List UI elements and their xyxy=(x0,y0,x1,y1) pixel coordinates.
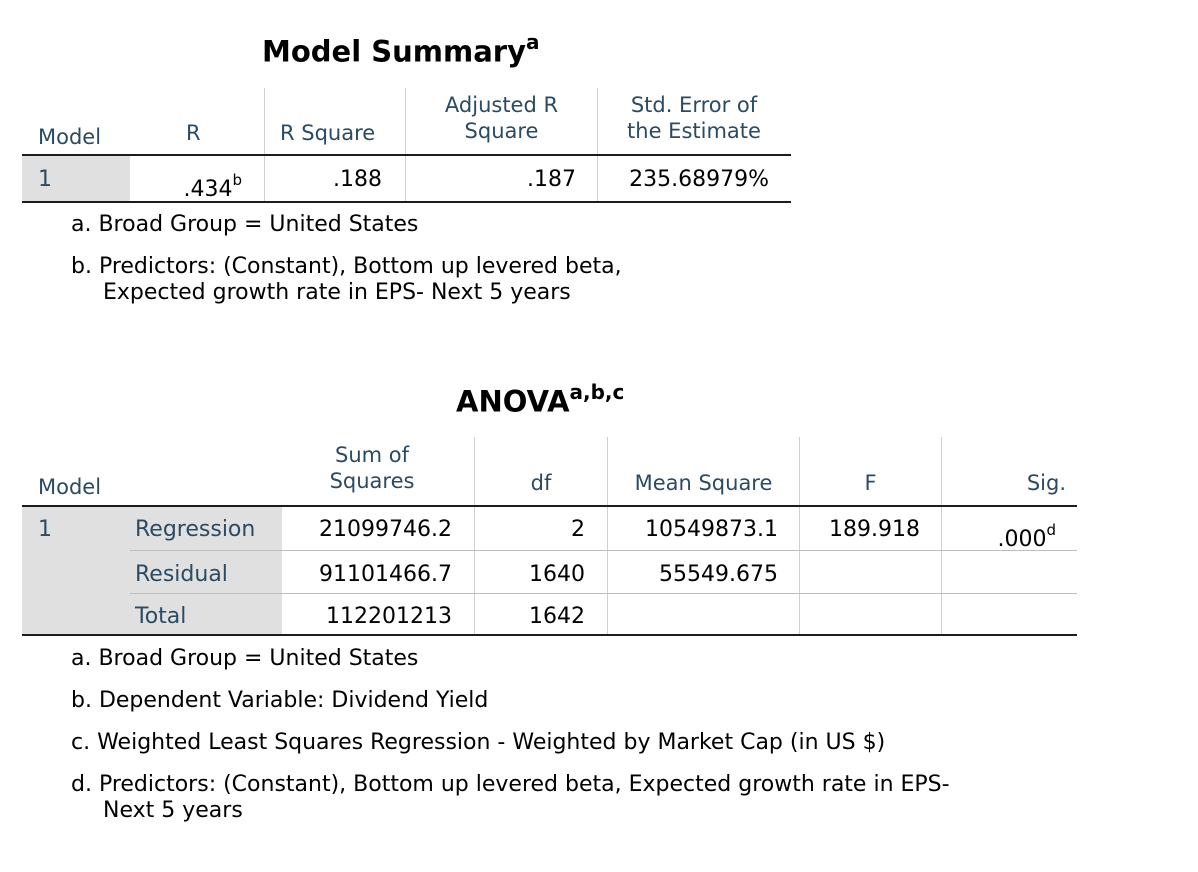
ms-header-divider xyxy=(264,88,265,154)
anova-footnote-c: c. Weighted Least Squares Regression - W… xyxy=(71,730,886,755)
ms-header-std-error-l2: the Estimate xyxy=(627,119,761,143)
anova-cell-df-regression: 2 xyxy=(571,517,585,542)
anova-cell-ms-residual: 55549.675 xyxy=(659,562,778,587)
anova-header-df: df xyxy=(530,471,552,495)
ms-header-std-error: Std. Error of the Estimate xyxy=(598,92,790,144)
anova-header-sig: Sig. xyxy=(1026,471,1066,495)
anova-model-cell-bg xyxy=(22,507,282,634)
anova-row-label-total: Total xyxy=(135,604,187,629)
ms-footnote-b-line2: Expected growth rate in EPS- Next 5 year… xyxy=(103,280,571,305)
anova-model-number: 1 xyxy=(38,517,52,542)
ms-header-adj-r-square-l2: Square xyxy=(464,119,539,143)
ms-header-r-square: R Square xyxy=(280,121,376,145)
anova-row-divider xyxy=(941,507,942,634)
ms-row-divider xyxy=(405,156,406,201)
anova-row-divider xyxy=(474,507,475,634)
ms-row-divider xyxy=(264,156,265,201)
anova-row-divider xyxy=(607,507,608,634)
anova-cell-ss-total: 112201213 xyxy=(326,604,452,629)
anova-header-divider xyxy=(941,437,942,505)
ms-cell-adj-r-square: .187 xyxy=(527,167,576,192)
ms-cell-r-value: .434 xyxy=(183,177,233,202)
anova-header-f: F xyxy=(864,471,877,495)
anova-cell-df-total: 1642 xyxy=(529,604,585,629)
ms-cell-r: .434b xyxy=(130,167,242,203)
anova-cell-ms-regression: 10549873.1 xyxy=(645,517,778,542)
anova-footnote-d-line1: d. Predictors: (Constant), Bottom up lev… xyxy=(71,772,950,797)
anova-row-separator xyxy=(130,593,1077,594)
anova-cell-sig-sup: d xyxy=(1046,521,1056,539)
ms-header-rule xyxy=(22,154,791,156)
anova-header-sum-of-squares: Sum of Squares xyxy=(282,442,462,494)
anova-header-ss-l1: Sum of xyxy=(334,443,409,467)
ms-header-adj-r-square: Adjusted R Square xyxy=(406,92,597,144)
ms-row-divider xyxy=(597,156,598,201)
anova-header-mean-square: Mean Square xyxy=(634,471,773,495)
anova-row-separator xyxy=(130,550,1077,551)
ms-header-adj-r-square-l1: Adjusted R xyxy=(444,93,559,117)
anova-header-rule xyxy=(22,505,1077,507)
anova-row-divider xyxy=(799,507,800,634)
anova-header-divider xyxy=(799,437,800,505)
anova-header-model: Model xyxy=(38,475,102,499)
anova-row-label-regression: Regression xyxy=(135,517,256,542)
anova-header-ss-l2: Squares xyxy=(329,469,415,493)
anova-title: ANOVAa,b,c xyxy=(456,380,625,419)
anova-header-divider xyxy=(607,437,608,505)
anova-cell-df-residual: 1640 xyxy=(529,562,585,587)
ms-header-model: Model xyxy=(38,125,102,149)
model-summary-title-sup: a xyxy=(526,30,540,54)
anova-footnote-d-line2: Next 5 years xyxy=(103,798,243,823)
ms-header-r: R xyxy=(186,121,201,145)
ms-cell-r-square: .188 xyxy=(333,167,382,192)
model-summary-title: Model Summarya xyxy=(262,30,540,69)
anova-title-sup: a,b,c xyxy=(569,380,625,404)
ms-model-number: 1 xyxy=(38,167,52,192)
ms-footnote-a: a. Broad Group = United States xyxy=(71,212,419,237)
anova-cell-f-regression: 189.918 xyxy=(829,517,920,542)
ms-model-cell-bg xyxy=(22,156,130,201)
model-summary-title-text: Model Summary xyxy=(262,34,526,69)
ms-header-std-error-l1: Std. Error of xyxy=(630,93,758,117)
ms-header-divider xyxy=(405,88,406,154)
anova-title-text: ANOVA xyxy=(456,384,570,419)
anova-header-divider xyxy=(474,437,475,505)
anova-cell-ss-regression: 21099746.2 xyxy=(319,517,452,542)
anova-footnote-b: b. Dependent Variable: Dividend Yield xyxy=(71,688,489,713)
ms-header-divider xyxy=(597,88,598,154)
ms-cell-r-sup: b xyxy=(232,171,242,189)
anova-bottom-rule xyxy=(22,634,1077,636)
ms-cell-std-error: 235.68979% xyxy=(629,167,769,192)
anova-cell-sig-regression: .000d xyxy=(942,517,1056,553)
ms-footnote-b-line1: b. Predictors: (Constant), Bottom up lev… xyxy=(71,254,622,279)
anova-cell-sig-value: .000 xyxy=(997,527,1047,552)
anova-row-label-residual: Residual xyxy=(135,562,228,587)
anova-footnote-a: a. Broad Group = United States xyxy=(71,646,419,671)
ms-bottom-rule xyxy=(22,201,791,203)
anova-cell-ss-residual: 91101466.7 xyxy=(319,562,452,587)
